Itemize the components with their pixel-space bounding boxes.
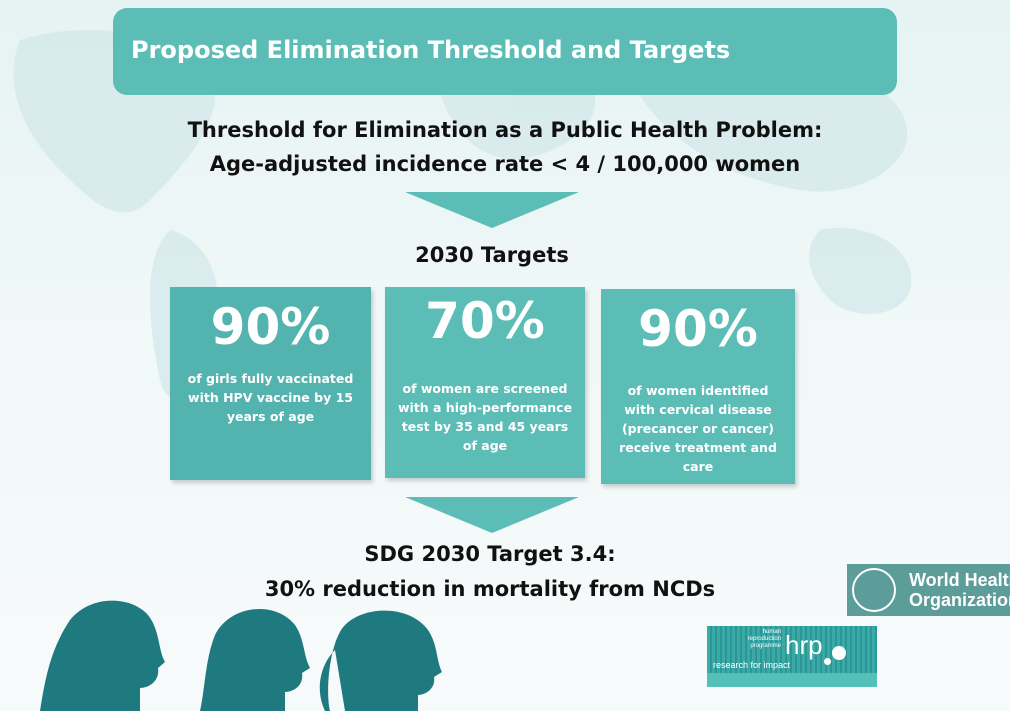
threshold-line-2: Age-adjusted incidence rate < 4 / 100,00… bbox=[209, 152, 801, 176]
arrow-down-icon bbox=[405, 497, 579, 533]
threshold-line-1: Threshold for Elimination as a Public He… bbox=[187, 118, 823, 142]
who-name-line-1: World Health bbox=[909, 570, 1010, 590]
target-description: of girls fully vaccinated with HPV vacci… bbox=[187, 371, 354, 424]
arrow-down-icon bbox=[405, 192, 579, 228]
targets-heading: 2030 Targets bbox=[415, 243, 569, 267]
slide-title: Proposed Elimination Threshold and Targe… bbox=[131, 36, 731, 64]
target-description: of women identified with cervical diseas… bbox=[619, 383, 777, 474]
target-value: 70% bbox=[425, 292, 545, 350]
sdg-line-1: SDG 2030 Target 3.4: bbox=[364, 542, 616, 566]
target-card-screening: 70% of women are screened with a high-pe… bbox=[385, 287, 585, 478]
who-name-line-2: Organization bbox=[909, 590, 1010, 610]
target-value: 90% bbox=[210, 298, 331, 356]
hrp-logo: human reproduction programme hrp researc… bbox=[707, 626, 877, 687]
hrp-small-text: human reproduction programme bbox=[747, 629, 781, 649]
women-silhouettes-illustration bbox=[40, 600, 442, 711]
who-logo: World Health Organization bbox=[847, 564, 1010, 616]
sdg-line-2: 30% reduction in mortality from NCDs bbox=[264, 577, 716, 601]
target-description: of women are screened with a high-perfor… bbox=[397, 381, 573, 453]
target-card-vaccination: 90% of girls fully vaccinated with HPV v… bbox=[170, 287, 371, 480]
hrp-name: hrp bbox=[785, 630, 823, 660]
title-banner: Proposed Elimination Threshold and Targe… bbox=[113, 8, 897, 95]
target-card-treatment: 90% of women identified with cervical di… bbox=[601, 289, 795, 484]
hrp-tagline: research for impact bbox=[713, 660, 791, 670]
who-emblem-icon bbox=[852, 568, 896, 612]
target-value: 90% bbox=[638, 300, 758, 358]
